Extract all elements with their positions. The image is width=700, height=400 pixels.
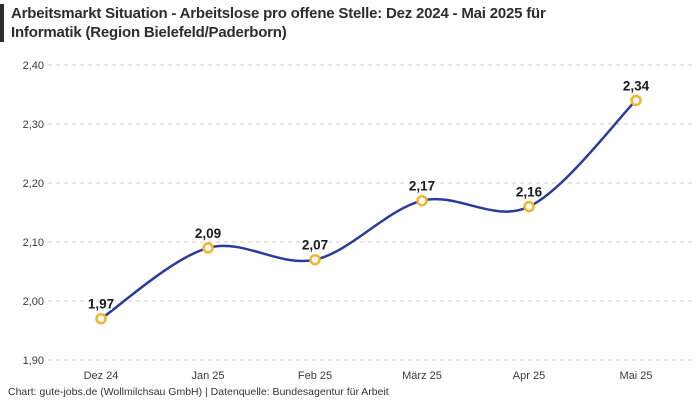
data-point-marker	[523, 200, 535, 213]
x-tick-label: Feb 25	[298, 370, 332, 382]
data-point-label: 1,97	[88, 297, 114, 312]
y-tick-label: 1,90	[23, 355, 44, 367]
x-tick-label: Mai 25	[619, 370, 652, 382]
y-tick-label: 2,00	[23, 296, 44, 308]
data-point-label: 2,17	[409, 179, 435, 194]
chart-attribution: Chart: gute-jobs.de (Wollmilchsau GmbH) …	[8, 386, 389, 398]
y-tick-label: 2,40	[23, 60, 44, 72]
data-point-label: 2,09	[195, 226, 221, 241]
data-point-label: 2,07	[302, 238, 328, 253]
data-point-marker	[95, 312, 107, 325]
data-point-marker	[202, 242, 214, 254]
y-tick-label: 2,10	[23, 237, 44, 249]
data-point-label: 2,34	[623, 78, 650, 93]
data-point-label: 2,16	[516, 185, 543, 200]
x-tick-label: Apr 25	[513, 370, 545, 382]
y-tick-label: 2,20	[23, 178, 44, 190]
line-series	[99, 99, 638, 320]
data-point-marker	[309, 253, 321, 266]
chart-title: Arbeitsmarkt Situation - Arbeitslose pro…	[0, 4, 679, 42]
data-point-marker	[630, 94, 642, 107]
data-point-marker	[416, 194, 428, 207]
x-tick-label: März 25	[402, 370, 442, 382]
x-tick-label: Dez 24	[84, 370, 119, 382]
x-tick-label: Jan 25	[191, 370, 224, 382]
y-tick-label: 2,30	[23, 119, 44, 131]
